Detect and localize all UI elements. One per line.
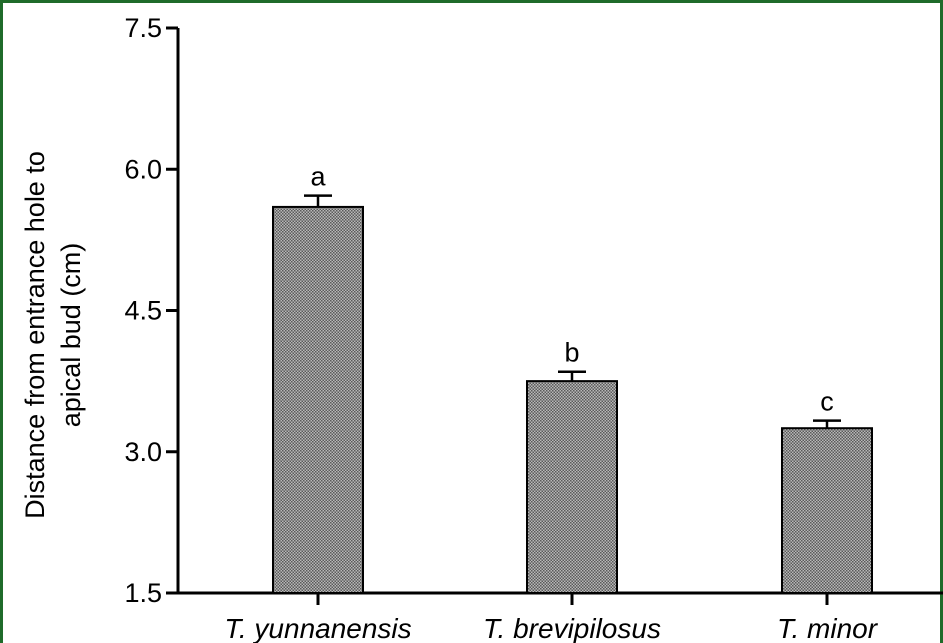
- y-tick-label: 7.5: [124, 13, 162, 43]
- significance-label: a: [310, 162, 326, 192]
- bars: [272, 194, 873, 595]
- y-tick-label: 6.0: [124, 154, 162, 184]
- x-category-label: T. brevipilosus: [483, 613, 661, 643]
- y-tick-label: 4.5: [124, 296, 162, 326]
- x-category-label: T. yunnanensis: [224, 613, 411, 643]
- bar: [526, 380, 618, 594]
- y-tick-label: 3.0: [124, 437, 162, 467]
- y-axis-title-line1: Distance from entrance hole to: [20, 151, 50, 519]
- bar: [781, 427, 873, 595]
- x-category-label: T. minor: [777, 613, 879, 643]
- bar: [272, 205, 364, 595]
- significance-label: b: [564, 338, 579, 368]
- y-axis-title-line2: apical bud (cm): [56, 243, 86, 428]
- labels: a T. yunnanensis b T. brevipilosus c T. minor: [224, 162, 878, 643]
- significance-label: c: [820, 387, 834, 417]
- y-tick-label: 1.5: [124, 578, 162, 608]
- y-axis-title: Distance from entrance hole to apical bu…: [20, 151, 86, 519]
